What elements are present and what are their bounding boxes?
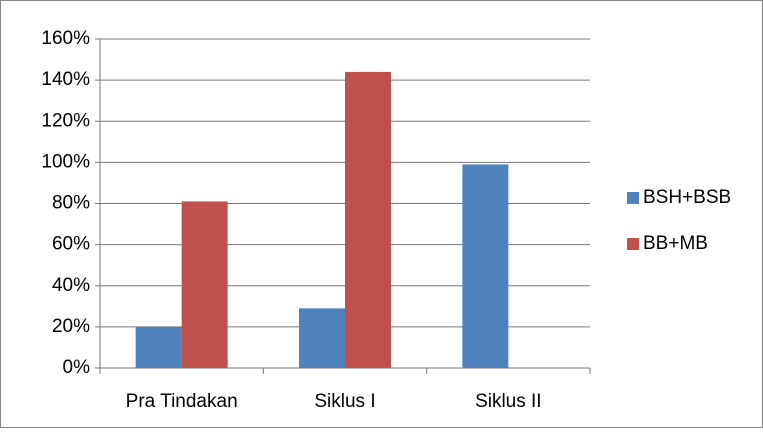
- x-tick-label: Siklus II: [475, 391, 542, 412]
- y-tick-label: 160%: [41, 28, 90, 49]
- y-tick-label: 100%: [41, 151, 90, 172]
- y-tick-label: 140%: [41, 69, 90, 90]
- bar: [299, 308, 345, 368]
- y-tick-label: 40%: [52, 275, 90, 296]
- chart: 0% 20% 40% 60% 80% 100% 120% 140% 160% Pra Tindak…: [0, 0, 763, 428]
- y-tick-label: 0%: [63, 357, 91, 378]
- bar: [136, 327, 182, 368]
- x-tick-label: Siklus I: [314, 391, 375, 412]
- y-tick-label: 20%: [52, 316, 90, 337]
- legend-label: BB+MB: [643, 233, 708, 254]
- bar: [462, 164, 508, 368]
- x-tick-label: Pra Tindakan: [126, 391, 238, 412]
- legend-label: BSH+BSB: [643, 187, 731, 208]
- bar: [182, 201, 228, 368]
- legend-swatch: [627, 192, 639, 204]
- legend-swatch: [627, 238, 639, 250]
- y-tick-label: 80%: [52, 193, 90, 214]
- bar: [345, 72, 391, 368]
- y-tick-label: 60%: [52, 234, 90, 255]
- page: {"chart_data": {"type": "bar", "categori…: [0, 0, 763, 433]
- y-tick-label: 120%: [41, 110, 90, 131]
